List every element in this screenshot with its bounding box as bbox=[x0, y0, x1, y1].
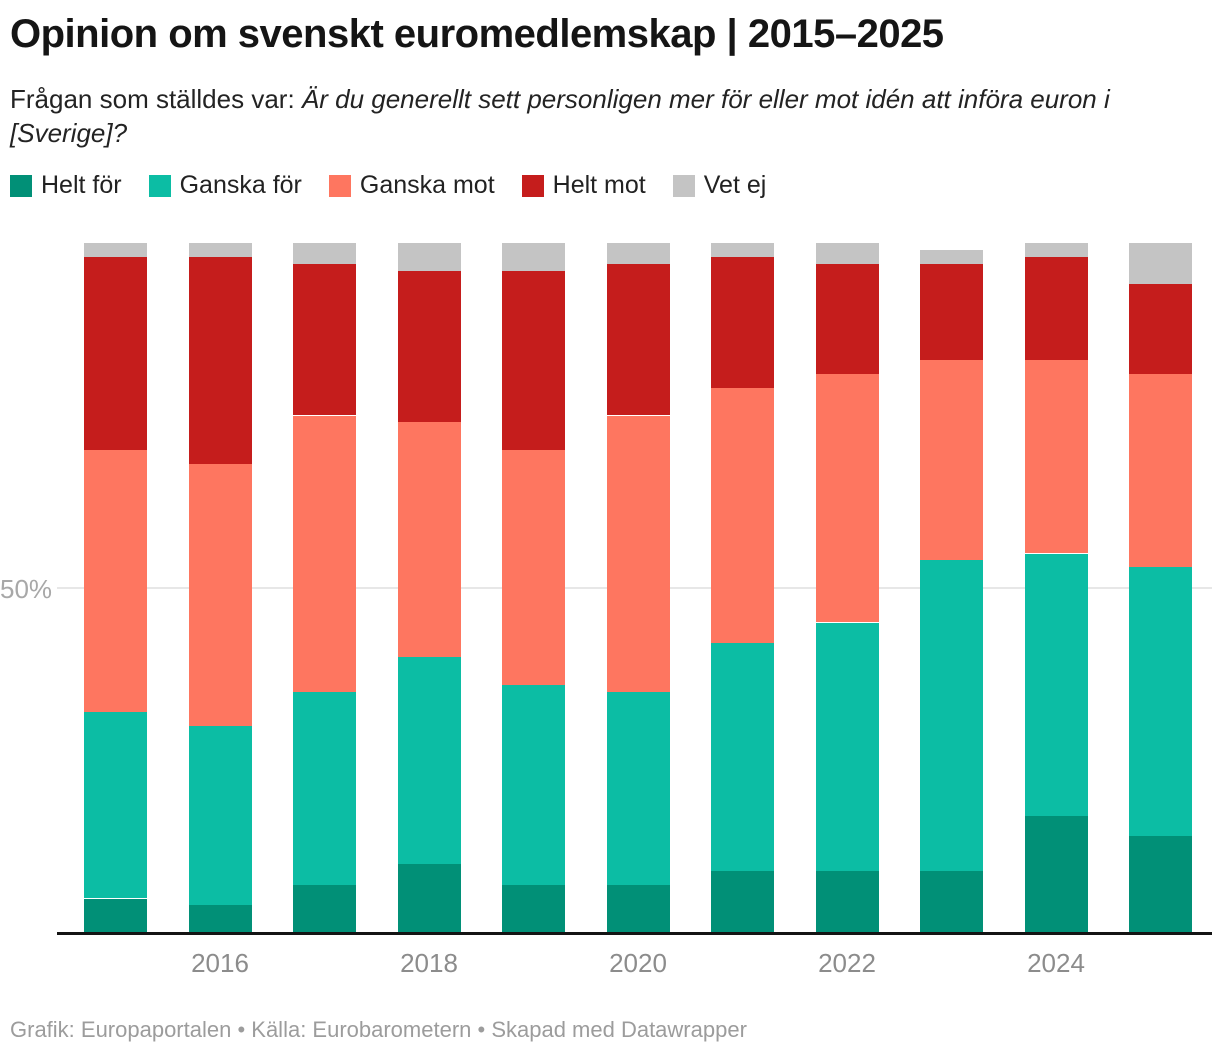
bar-segment-2020-helt-f-r[interactable] bbox=[606, 884, 670, 933]
bar-segment-2023-helt-f-r[interactable] bbox=[920, 870, 983, 933]
bar-segment-2023-helt-mot[interactable] bbox=[920, 263, 983, 361]
bar-segment-2016-ganska-mot[interactable] bbox=[188, 463, 252, 726]
legend-item-ganska-mot[interactable]: Ganska mot bbox=[328, 171, 495, 200]
bar-segment-2016-helt-f-r[interactable] bbox=[188, 905, 252, 933]
bar-segment-2017-helt-f-r[interactable] bbox=[293, 884, 356, 933]
legend-swatch-icon bbox=[672, 174, 695, 197]
bar-segment-2019-vet-ej[interactable] bbox=[502, 243, 565, 271]
bar-segment-2019-helt-f-r[interactable] bbox=[502, 884, 565, 933]
bar-segment-2023-ganska-f-r[interactable] bbox=[920, 560, 983, 871]
legend-label: Vet ej bbox=[703, 171, 767, 199]
bar-segment-2018-helt-mot[interactable] bbox=[397, 270, 461, 423]
subtitle-question: Är du generellt sett personligen mer för… bbox=[10, 84, 1110, 148]
legend-label: Ganska för bbox=[179, 171, 302, 199]
legend-item-helt-mot[interactable]: Helt mot bbox=[521, 171, 646, 200]
bar-segment-2024-helt-mot[interactable] bbox=[1024, 256, 1088, 361]
bar-segment-2020-helt-mot[interactable] bbox=[606, 263, 670, 416]
legend-swatch-icon bbox=[521, 174, 544, 197]
bar-segment-2022-ganska-mot[interactable] bbox=[815, 374, 879, 623]
bar-segment-2020-ganska-mot[interactable] bbox=[606, 415, 670, 692]
bar-segment-2018-vet-ej[interactable] bbox=[397, 243, 461, 271]
subtitle-prefix: Frågan som ställdes var: bbox=[10, 84, 302, 114]
bar-segment-2016-vet-ej[interactable] bbox=[188, 243, 252, 257]
bar-segment-2017-vet-ej[interactable] bbox=[293, 243, 356, 264]
bar-segment-2025-helt-mot[interactable] bbox=[1129, 284, 1192, 375]
legend-swatch-icon bbox=[10, 174, 32, 197]
bar-segment-2021-ganska-f-r[interactable] bbox=[711, 643, 774, 871]
bar-segment-2015-ganska-f-r[interactable] bbox=[84, 712, 147, 899]
bar-segment-2021-ganska-mot[interactable] bbox=[711, 387, 774, 644]
bar-segment-2015-helt-f-r[interactable] bbox=[84, 898, 147, 933]
x-axis-tick-label-2018: 2018 bbox=[400, 948, 458, 978]
bar-segment-2019-ganska-f-r[interactable] bbox=[502, 684, 565, 885]
bar-segment-2021-vet-ej[interactable] bbox=[711, 243, 774, 257]
bar-segment-2018-helt-f-r[interactable] bbox=[397, 864, 461, 933]
bar-segment-2018-ganska-f-r[interactable] bbox=[397, 657, 461, 864]
bar-segment-2021-helt-f-r[interactable] bbox=[711, 870, 774, 933]
attribution-footer: Grafik: Europaportalen • Källa: Eurobaro… bbox=[10, 1017, 747, 1042]
bar-segment-2017-ganska-f-r[interactable] bbox=[293, 691, 356, 885]
bar-segment-2023-ganska-mot[interactable] bbox=[920, 360, 983, 561]
legend-label: Helt mot bbox=[552, 171, 646, 199]
legend-label: Ganska mot bbox=[359, 171, 495, 199]
bar-segment-2017-helt-mot[interactable] bbox=[293, 263, 356, 416]
bar-segment-2016-helt-mot[interactable] bbox=[188, 256, 252, 464]
bar-segment-2025-helt-f-r[interactable] bbox=[1129, 836, 1192, 933]
bar-segment-2025-vet-ej[interactable] bbox=[1129, 243, 1192, 285]
bar-segment-2019-helt-mot[interactable] bbox=[502, 270, 565, 450]
bar-segment-2017-ganska-mot[interactable] bbox=[293, 415, 356, 692]
bar-segment-2018-ganska-mot[interactable] bbox=[397, 422, 461, 657]
bar-segment-2024-helt-f-r[interactable] bbox=[1024, 815, 1088, 933]
legend-label: Helt för bbox=[41, 171, 122, 199]
bar-segment-2025-ganska-f-r[interactable] bbox=[1129, 567, 1192, 837]
chart-subtitle: Frågan som ställdes var: Är du generellt… bbox=[10, 82, 1205, 150]
x-axis-tick-label-2022: 2022 bbox=[818, 948, 876, 978]
bar-segment-2020-ganska-f-r[interactable] bbox=[606, 691, 670, 885]
bar-segment-2022-helt-f-r[interactable] bbox=[815, 870, 879, 933]
legend-item-vet-ej[interactable]: Vet ej bbox=[672, 171, 767, 200]
legend-swatch-icon bbox=[328, 174, 351, 197]
legend-item-ganska-f-r[interactable]: Ganska för bbox=[148, 171, 302, 200]
bar-segment-2024-ganska-f-r[interactable] bbox=[1024, 553, 1088, 816]
x-axis-tick-label-2016: 2016 bbox=[191, 948, 249, 978]
page-title: Opinion om svenskt euromedlemskap | 2015… bbox=[10, 12, 944, 56]
bar-segment-2021-helt-mot[interactable] bbox=[711, 256, 774, 388]
bar-segment-2022-ganska-f-r[interactable] bbox=[815, 622, 879, 871]
x-axis-tick-label-2020: 2020 bbox=[609, 948, 667, 978]
bar-segment-2020-vet-ej[interactable] bbox=[606, 243, 670, 264]
bar-segment-2022-vet-ej[interactable] bbox=[815, 243, 879, 264]
bar-segment-2015-vet-ej[interactable] bbox=[84, 243, 147, 257]
legend-swatch-icon bbox=[148, 174, 171, 197]
bar-segment-2015-ganska-mot[interactable] bbox=[84, 450, 147, 713]
bar-segment-2015-helt-mot[interactable] bbox=[84, 256, 147, 450]
bar-segment-2025-ganska-mot[interactable] bbox=[1129, 374, 1192, 568]
bar-segment-2023-vet-ej[interactable] bbox=[920, 249, 983, 264]
x-axis-line bbox=[57, 932, 1212, 935]
legend: Helt för Ganska för Ganska mot Helt mot Vet … bbox=[10, 171, 766, 200]
bar-segment-2024-vet-ej[interactable] bbox=[1024, 243, 1088, 257]
y-axis-tick-label: 50% bbox=[0, 574, 53, 604]
legend-item-helt-f-r[interactable]: Helt för bbox=[10, 171, 122, 200]
bar-segment-2016-ganska-f-r[interactable] bbox=[188, 726, 252, 906]
bar-segment-2022-helt-mot[interactable] bbox=[815, 263, 879, 375]
bar-segment-2019-ganska-mot[interactable] bbox=[502, 450, 565, 685]
x-axis-tick-label-2024: 2024 bbox=[1027, 948, 1085, 978]
bar-segment-2024-ganska-mot[interactable] bbox=[1024, 360, 1088, 554]
